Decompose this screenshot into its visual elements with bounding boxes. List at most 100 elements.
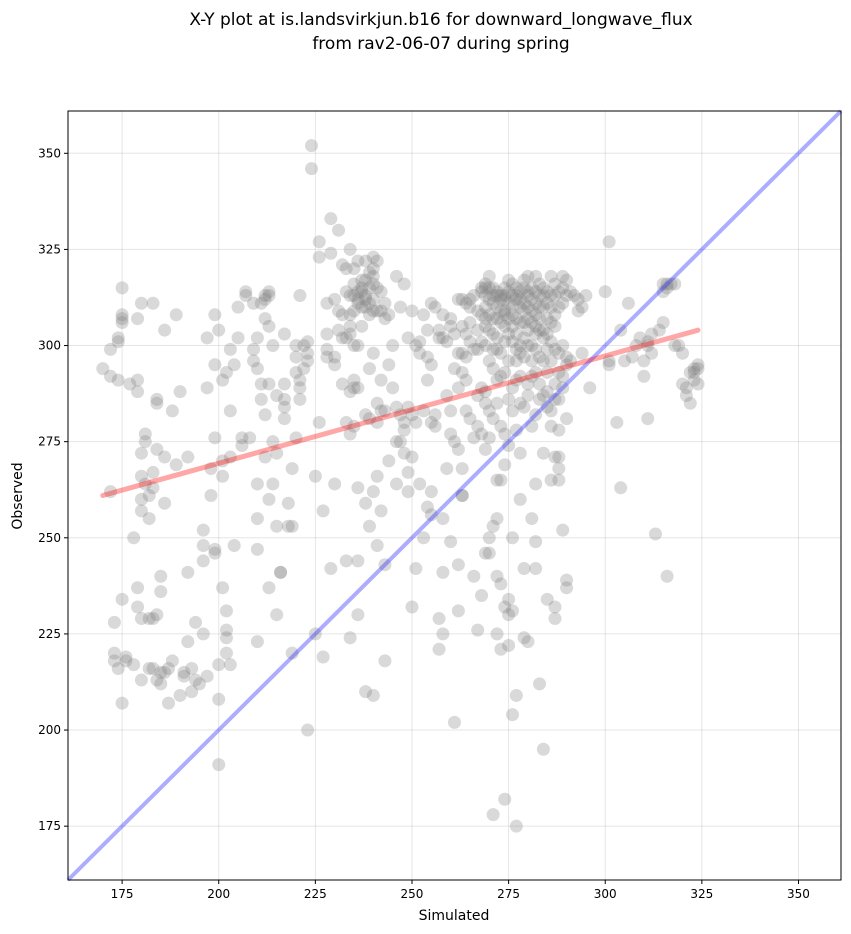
data-point <box>490 373 504 387</box>
data-point <box>301 723 315 737</box>
data-point <box>521 339 535 353</box>
data-point <box>301 335 315 349</box>
data-point <box>347 277 361 291</box>
data-point <box>533 323 547 337</box>
data-point <box>343 289 357 303</box>
data-point <box>505 531 519 545</box>
data-point <box>525 512 539 526</box>
data-point <box>405 408 419 422</box>
data-point <box>560 581 574 595</box>
data-point <box>212 658 226 672</box>
data-point <box>131 312 145 326</box>
data-point <box>420 500 434 514</box>
data-point <box>432 642 446 656</box>
y-tick-label: 175 <box>38 819 61 833</box>
data-point <box>513 339 527 353</box>
data-point <box>401 400 415 414</box>
data-point <box>544 315 558 329</box>
data-point <box>181 635 195 649</box>
data-point <box>359 292 373 306</box>
data-point <box>544 289 558 303</box>
data-point <box>517 315 531 329</box>
data-point <box>146 662 160 676</box>
data-point <box>289 350 303 364</box>
data-point <box>440 462 454 476</box>
data-point <box>366 346 380 360</box>
data-point <box>405 600 419 614</box>
data-point <box>196 538 210 552</box>
data-point <box>312 235 326 249</box>
data-point <box>521 323 535 337</box>
data-point <box>548 600 562 614</box>
data-point <box>475 308 489 322</box>
data-point <box>150 442 164 456</box>
data-point <box>548 277 562 291</box>
data-point <box>165 404 179 418</box>
data-point <box>362 519 376 533</box>
data-point <box>598 285 612 299</box>
data-point <box>509 688 523 702</box>
data-point <box>219 365 233 379</box>
data-point <box>223 658 237 672</box>
data-point <box>482 308 496 322</box>
x-axis-label: Simulated <box>419 908 490 924</box>
y-tick-label: 300 <box>38 339 61 353</box>
data-point <box>494 292 508 306</box>
data-point <box>478 442 492 456</box>
data-point <box>301 354 315 368</box>
data-point <box>111 373 125 387</box>
data-point <box>150 396 164 410</box>
data-point <box>277 412 291 426</box>
data-point <box>107 654 121 668</box>
data-point <box>525 281 539 295</box>
data-point <box>459 404 473 418</box>
data-point <box>482 292 496 306</box>
data-point <box>621 296 635 310</box>
data-point <box>676 346 690 360</box>
data-point <box>227 358 241 372</box>
data-point <box>482 546 496 560</box>
data-point <box>390 400 404 414</box>
x-tick-label: 350 <box>787 887 810 901</box>
data-point <box>652 323 666 337</box>
chart-title-line-1: X-Y plot at is.landsvirkjun.b16 for down… <box>189 10 692 30</box>
data-point <box>455 365 469 379</box>
data-point <box>683 396 697 410</box>
data-point <box>560 273 574 287</box>
one-to-one-line <box>66 109 843 882</box>
data-point <box>258 450 272 464</box>
data-point <box>444 404 458 418</box>
data-point <box>366 277 380 291</box>
data-point <box>691 362 705 376</box>
data-point <box>351 554 365 568</box>
data-point <box>281 519 295 533</box>
data-point <box>107 646 121 660</box>
data-point <box>397 423 411 437</box>
data-point <box>436 512 450 526</box>
data-point <box>475 285 489 299</box>
data-point <box>548 289 562 303</box>
data-point <box>366 262 380 276</box>
data-point <box>478 281 492 295</box>
data-point <box>390 435 404 449</box>
data-point <box>308 627 322 641</box>
data-point <box>235 431 249 445</box>
data-point <box>529 319 543 333</box>
data-point <box>544 335 558 349</box>
data-point <box>270 608 284 622</box>
data-point <box>134 492 148 506</box>
data-point <box>362 412 376 426</box>
data-point <box>490 285 504 299</box>
data-point <box>478 385 492 399</box>
data-point <box>451 292 465 306</box>
data-point <box>482 281 496 295</box>
data-point <box>625 350 639 364</box>
data-point <box>424 358 438 372</box>
data-point <box>393 435 407 449</box>
data-point <box>498 792 512 806</box>
data-point <box>556 281 570 295</box>
data-point <box>482 531 496 545</box>
data-point <box>432 612 446 626</box>
data-point <box>509 342 523 356</box>
data-point <box>571 304 585 318</box>
